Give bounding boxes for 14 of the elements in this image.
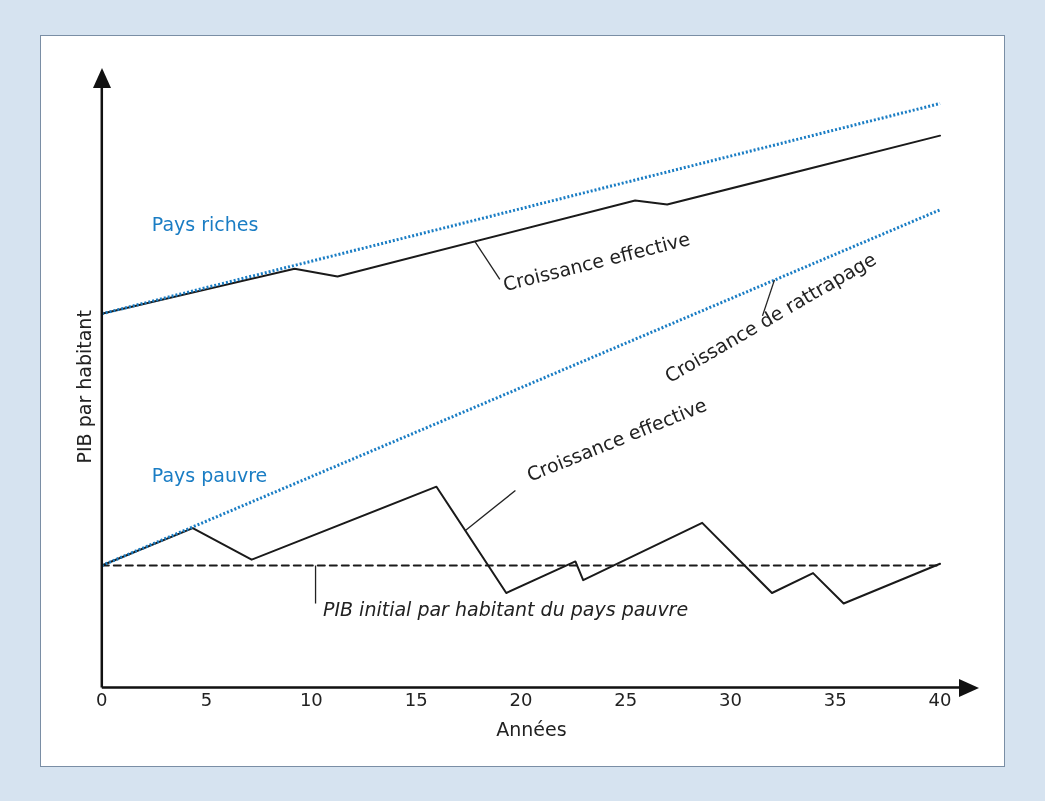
x-axis-title: Années — [496, 717, 567, 740]
x-tick-label: 0 — [96, 689, 108, 711]
x-tick-label: 10 — [299, 689, 323, 711]
x-tick-label: 35 — [823, 689, 847, 711]
x-tick-label: 30 — [719, 689, 742, 711]
x-tick-label: 40 — [928, 689, 952, 711]
x-tick-label: 20 — [509, 689, 533, 711]
annotation: PIB initial par habitant du pays pauvre — [322, 598, 689, 621]
text: Pays riches — [151, 212, 259, 235]
x-tick-label: 15 — [404, 689, 428, 711]
x-tick-label: 5 — [200, 689, 213, 711]
series-label: Pays pauvre — [151, 464, 268, 487]
y-axis-title: PIB par habitant — [73, 310, 96, 464]
x-tick-label: 25 — [614, 689, 638, 711]
